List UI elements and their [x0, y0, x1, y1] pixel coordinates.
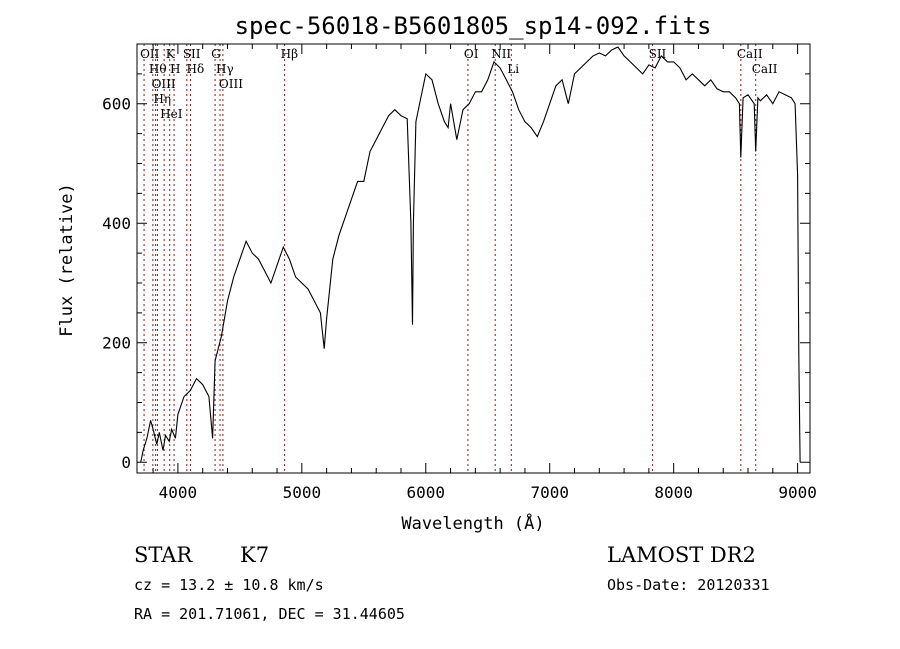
- line-marker-label: SII: [183, 47, 201, 61]
- line-marker-label: H: [170, 62, 180, 76]
- redshift-info: cz = 13.2 ± 10.8 km/s: [134, 576, 324, 594]
- line-marker-label: K: [166, 47, 176, 61]
- obs-date: Obs-Date: 20120331: [607, 576, 770, 594]
- y-tick-label: 0: [121, 453, 131, 472]
- x-axis-label: Wavelength (Å): [401, 512, 544, 534]
- line-marker-label: CaII: [752, 62, 778, 76]
- line-marker-label: Hγ: [216, 62, 234, 76]
- y-tick-label: 600: [102, 95, 131, 114]
- x-tick-label: 8000: [654, 483, 693, 502]
- line-marker-label: OII: [140, 47, 160, 61]
- line-marker-label: Hδ: [187, 62, 205, 76]
- plot-frame: [136, 43, 811, 474]
- line-marker-label: Hβ: [281, 47, 298, 61]
- object-subclass: K7: [240, 543, 269, 567]
- line-marker-label: OIII: [219, 77, 243, 91]
- line-marker-label: CaII: [737, 47, 763, 61]
- x-tick-label: 7000: [530, 483, 569, 502]
- x-tick-label: 9000: [778, 483, 817, 502]
- coordinates: RA = 201.71061, DEC = 31.44605: [134, 605, 405, 623]
- y-axis-label: Flux (relative): [57, 183, 77, 337]
- x-tick-label: 5000: [283, 483, 322, 502]
- line-marker-label: NII: [491, 47, 511, 61]
- line-marker-label: OI: [464, 47, 479, 61]
- y-tick-label: 400: [102, 214, 131, 233]
- line-marker-label: G: [211, 47, 221, 61]
- survey-name: LAMOST DR2: [607, 543, 756, 567]
- line-marker-label: HeI: [160, 107, 183, 121]
- line-marker-label: Li: [507, 62, 519, 76]
- line-marker-label: Hη: [153, 92, 171, 106]
- x-tick-label: 4000: [159, 483, 198, 502]
- x-tick-label: 6000: [407, 483, 446, 502]
- y-tick-label: 200: [102, 334, 131, 353]
- object-class: STAR: [134, 543, 193, 567]
- chart-title: spec-56018-B5601805_sp14-092.fits: [235, 12, 712, 40]
- spectrum-line: [140, 46, 801, 463]
- line-marker-label: SII: [649, 47, 667, 61]
